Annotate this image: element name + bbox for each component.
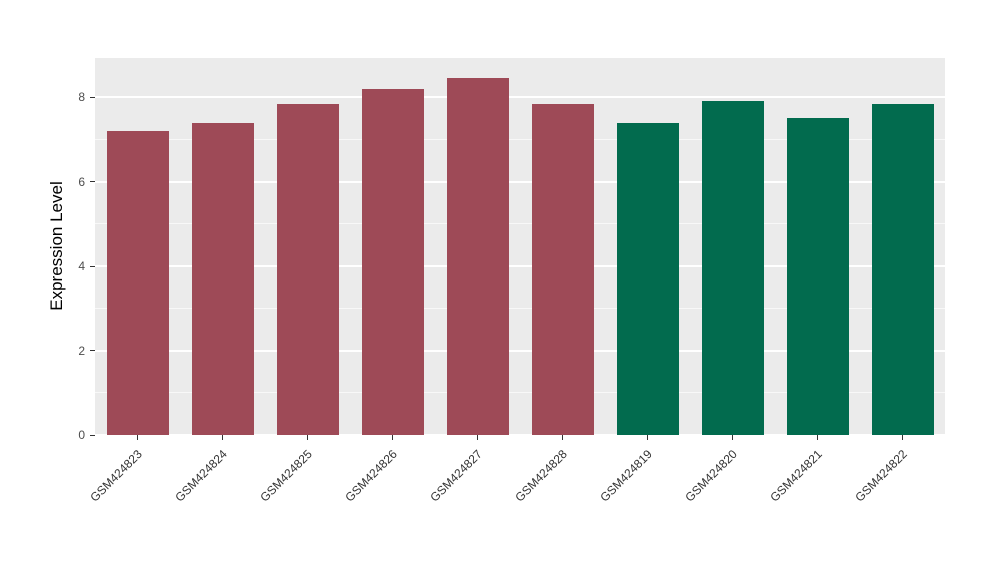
bar: [192, 123, 254, 435]
bar: [107, 131, 169, 435]
bar: [617, 123, 679, 435]
x-tick-label: GSM424822: [851, 447, 910, 505]
x-tick-mark: [477, 435, 478, 440]
y-tick-label: 0: [78, 428, 85, 442]
x-tick-label: GSM424823: [86, 447, 145, 505]
x-tick-mark: [817, 435, 818, 440]
x-tick-label: GSM424819: [596, 447, 655, 505]
bar: [447, 78, 509, 435]
x-tick-label: GSM424820: [681, 447, 740, 505]
y-tick-mark: [90, 434, 95, 436]
x-tick-label: GSM424824: [171, 447, 230, 505]
x-tick-label: GSM424826: [341, 447, 400, 505]
x-tick-label: GSM424828: [511, 447, 570, 505]
x-tick-mark: [137, 435, 138, 440]
bar: [532, 104, 594, 435]
bar: [872, 104, 934, 435]
bar: [362, 89, 424, 435]
y-tick-mark: [90, 350, 95, 352]
bar: [702, 101, 764, 435]
gridline-major: [95, 96, 945, 99]
y-tick-mark: [90, 181, 95, 183]
x-tick-mark: [647, 435, 648, 440]
x-tick-mark: [307, 435, 308, 440]
y-tick-mark: [90, 265, 95, 267]
y-tick-label: 8: [78, 90, 85, 105]
bar: [277, 104, 339, 435]
plot-panel: [95, 58, 945, 436]
x-tick-mark: [222, 435, 223, 440]
x-tick-mark: [732, 435, 733, 440]
y-tick-label: 6: [78, 174, 85, 189]
bar: [787, 118, 849, 435]
x-tick-label: GSM424821: [766, 447, 825, 505]
y-tick-label: 4: [78, 259, 85, 274]
x-tick-label: GSM424827: [426, 447, 485, 505]
x-tick-mark: [392, 435, 393, 440]
y-axis-title: Expression Level: [47, 181, 66, 311]
y-tick-mark: [90, 96, 95, 98]
x-tick-mark: [562, 435, 563, 440]
y-tick-label: 2: [78, 343, 85, 358]
x-tick-mark: [902, 435, 903, 440]
x-tick-label: GSM424825: [256, 447, 315, 505]
